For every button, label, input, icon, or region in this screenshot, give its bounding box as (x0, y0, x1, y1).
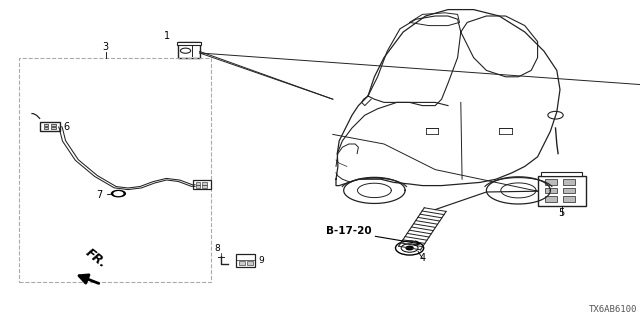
Text: 6: 6 (63, 122, 70, 132)
Bar (545, 188, 557, 193)
Bar (196, 185, 200, 188)
Bar (19, 58, 211, 282)
Bar (545, 179, 557, 185)
Circle shape (113, 191, 124, 196)
Bar (202, 185, 207, 188)
Text: FR.: FR. (83, 246, 109, 271)
Text: TX6AB6100: TX6AB6100 (588, 305, 637, 314)
Bar (196, 182, 200, 185)
Bar (545, 196, 557, 202)
Text: B-17-20: B-17-20 (326, 226, 372, 236)
Circle shape (111, 190, 126, 197)
Bar (40, 122, 60, 131)
Bar (541, 172, 582, 176)
Text: 1: 1 (164, 31, 170, 41)
Bar (538, 176, 586, 206)
Bar (44, 124, 48, 126)
Bar (193, 180, 211, 189)
Text: 8: 8 (215, 244, 220, 253)
Bar (247, 261, 253, 265)
Text: 4: 4 (419, 253, 426, 263)
Text: 3: 3 (102, 42, 109, 52)
Bar (44, 127, 48, 129)
Bar (51, 127, 56, 129)
Bar (202, 182, 207, 185)
Bar (236, 254, 255, 267)
Text: 9: 9 (258, 256, 264, 265)
Circle shape (406, 246, 413, 250)
Bar (177, 42, 201, 45)
Bar (563, 179, 575, 185)
Bar (51, 124, 56, 126)
Bar (563, 196, 575, 202)
Bar (563, 188, 575, 193)
Bar (178, 42, 200, 58)
Bar (239, 261, 245, 265)
Text: 7: 7 (96, 190, 102, 200)
Text: 5: 5 (559, 208, 564, 218)
